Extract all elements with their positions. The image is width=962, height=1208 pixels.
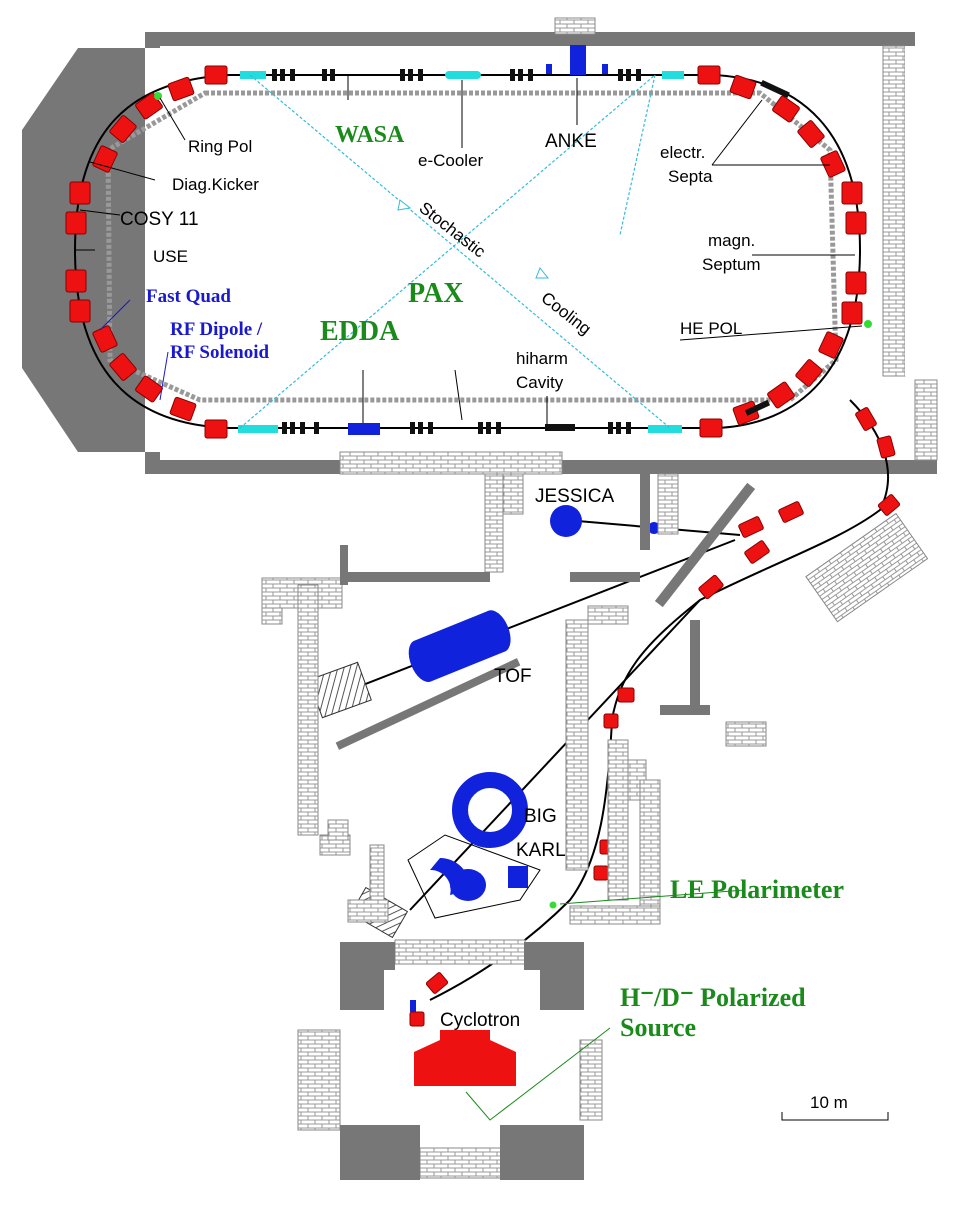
label-electr: electr. bbox=[660, 143, 705, 162]
label-fast-quad: Fast Quad bbox=[146, 286, 231, 307]
label-cooling: Cooling bbox=[538, 288, 595, 338]
cyclotron-magnet bbox=[414, 1030, 516, 1086]
annotation-leaders bbox=[75, 75, 863, 424]
ring-dipoles bbox=[65, 65, 867, 439]
label-e-cooler: e-Cooler bbox=[418, 151, 484, 170]
polarized-source-magnet bbox=[410, 1000, 416, 1012]
label-wasa: WASA bbox=[335, 122, 405, 148]
le-polarimeter-marker bbox=[549, 901, 557, 909]
experimental-hall-structure bbox=[335, 470, 756, 1180]
label-ring-pol: Ring Pol bbox=[188, 137, 252, 156]
extraction-beamline bbox=[429, 399, 889, 1001]
label-edda: EDDA bbox=[320, 316, 400, 347]
label-rf-solenoid: RF Solenoid bbox=[170, 342, 269, 363]
label-septa: Septa bbox=[668, 167, 713, 186]
label-cyclotron: Cyclotron bbox=[440, 1010, 520, 1031]
label-tof: TOF bbox=[494, 666, 532, 687]
label-use: USE bbox=[153, 247, 188, 266]
bigkarl-detector-frame bbox=[407, 834, 541, 919]
cooler-elements bbox=[238, 71, 684, 433]
bigkarl-magnet-2 bbox=[450, 869, 486, 901]
tof-detector bbox=[408, 610, 511, 682]
stochastic-arrow-2 bbox=[535, 267, 550, 279]
bigkarl-beamline bbox=[409, 599, 701, 911]
stochastic-arrow-1 bbox=[397, 199, 412, 211]
anke-small-magnet-right bbox=[602, 64, 608, 74]
jessica-target bbox=[550, 505, 582, 537]
jessica-small-magnet bbox=[648, 522, 660, 534]
label-he-pol: HE POL bbox=[680, 319, 742, 338]
label-cosy11: COSY 11 bbox=[120, 209, 199, 230]
label-hiharm: hiharm bbox=[516, 349, 568, 368]
label-diag-kicker: Diag.Kicker bbox=[172, 175, 259, 194]
label-karl: KARL bbox=[516, 840, 566, 861]
annotation-leaders-colored bbox=[99, 299, 746, 1121]
label-scale: 10 m bbox=[810, 1093, 848, 1112]
label-polarized-source-1: H⁻/D⁻ Polarized bbox=[620, 983, 806, 1012]
extraction-dipoles bbox=[409, 407, 901, 1027]
label-septum: Septum bbox=[702, 255, 761, 274]
label-magn: magn. bbox=[708, 231, 755, 250]
bigkarl-dipole-ring bbox=[452, 772, 528, 848]
label-cavity: Cavity bbox=[516, 373, 564, 392]
label-jessica: JESSICA bbox=[535, 486, 615, 507]
label-big: BIG bbox=[524, 806, 557, 827]
label-rf-dipole: RF Dipole / bbox=[170, 319, 263, 340]
cosy-ring-beamline bbox=[73, 74, 862, 429]
ring-quadrupoles bbox=[272, 69, 790, 434]
tof-beamline bbox=[349, 539, 736, 691]
stochastic-cooling-lines bbox=[239, 74, 671, 429]
label-le-polarimeter: LE Polarimeter bbox=[670, 875, 844, 904]
edda-detector bbox=[348, 423, 380, 435]
anke-small-magnet-left bbox=[546, 64, 552, 74]
label-anke: ANKE bbox=[545, 131, 597, 152]
label-polarized-source-2: Source bbox=[620, 1013, 696, 1042]
label-pax: PAX bbox=[408, 278, 463, 309]
anke-magnet bbox=[570, 45, 586, 75]
experimental-hall-walls bbox=[261, 473, 929, 1179]
ring-hall-walls bbox=[22, 17, 938, 475]
bigkarl-magnet-3 bbox=[508, 866, 528, 888]
label-stochastic: Stochastic bbox=[416, 198, 490, 262]
scale-bar bbox=[781, 1112, 889, 1121]
he-pol-marker bbox=[864, 320, 872, 328]
